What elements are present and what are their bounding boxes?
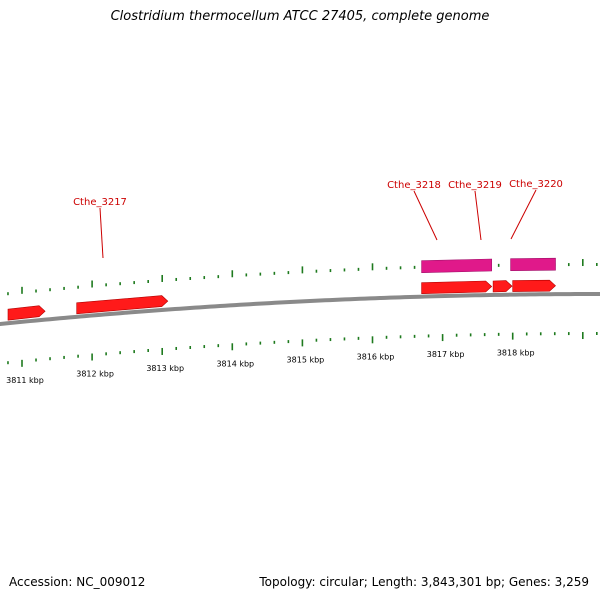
inner-ticks xyxy=(7,332,598,367)
gene-arrow-gene-0 xyxy=(7,305,46,321)
features-track xyxy=(421,257,556,274)
gene-labels: Cthe_3217 Cthe_3218 Cthe_3219 Cthe_3220 xyxy=(73,179,563,259)
gene-arrow-gene-3219 xyxy=(492,280,513,293)
leader-line-gene-3217 xyxy=(99,207,104,259)
genes-track xyxy=(7,279,556,321)
gene-label-gene-3218: Cthe_3218 xyxy=(387,180,441,191)
leader-line-gene-3219 xyxy=(474,190,482,241)
outer-ticks xyxy=(7,259,598,296)
gene-label-gene-3220: Cthe_3220 xyxy=(509,179,563,190)
gene-arrow-gene-3220 xyxy=(512,279,556,292)
scale-label: 3818 kbp xyxy=(497,349,535,358)
feature-feature-b xyxy=(510,257,556,272)
scale-label: 3816 kbp xyxy=(357,352,395,361)
leader-line-gene-3218 xyxy=(413,190,438,241)
genome-stats: Topology: circular; Length: 3,843,301 bp… xyxy=(259,575,589,589)
feature-feature-a xyxy=(421,258,493,274)
scale-label: 3814 kbp xyxy=(216,359,254,368)
gene-label-gene-3217: Cthe_3217 xyxy=(73,197,127,208)
scale-label: 3811 kbp xyxy=(6,376,44,385)
gene-label-gene-3219: Cthe_3219 xyxy=(448,180,502,191)
genome-title: Clostridium thermocellum ATCC 27405, com… xyxy=(110,9,490,24)
gene-arrow-gene-3218 xyxy=(421,280,493,295)
scale-label: 3812 kbp xyxy=(76,369,114,378)
genome-backbone xyxy=(0,292,600,327)
scale-label: 3813 kbp xyxy=(146,364,184,373)
scale-label: 3815 kbp xyxy=(287,355,325,364)
scale-labels: 3811 kbp 3812 kbp 3813 kbp 3814 kbp 3815 kbp… xyxy=(6,349,534,385)
scale-label: 3817 kbp xyxy=(427,350,465,359)
leader-line-gene-3220 xyxy=(510,189,537,240)
accession-label: Accession: NC_009012 xyxy=(9,575,146,589)
gene-arrow-gene-3217 xyxy=(76,295,169,315)
